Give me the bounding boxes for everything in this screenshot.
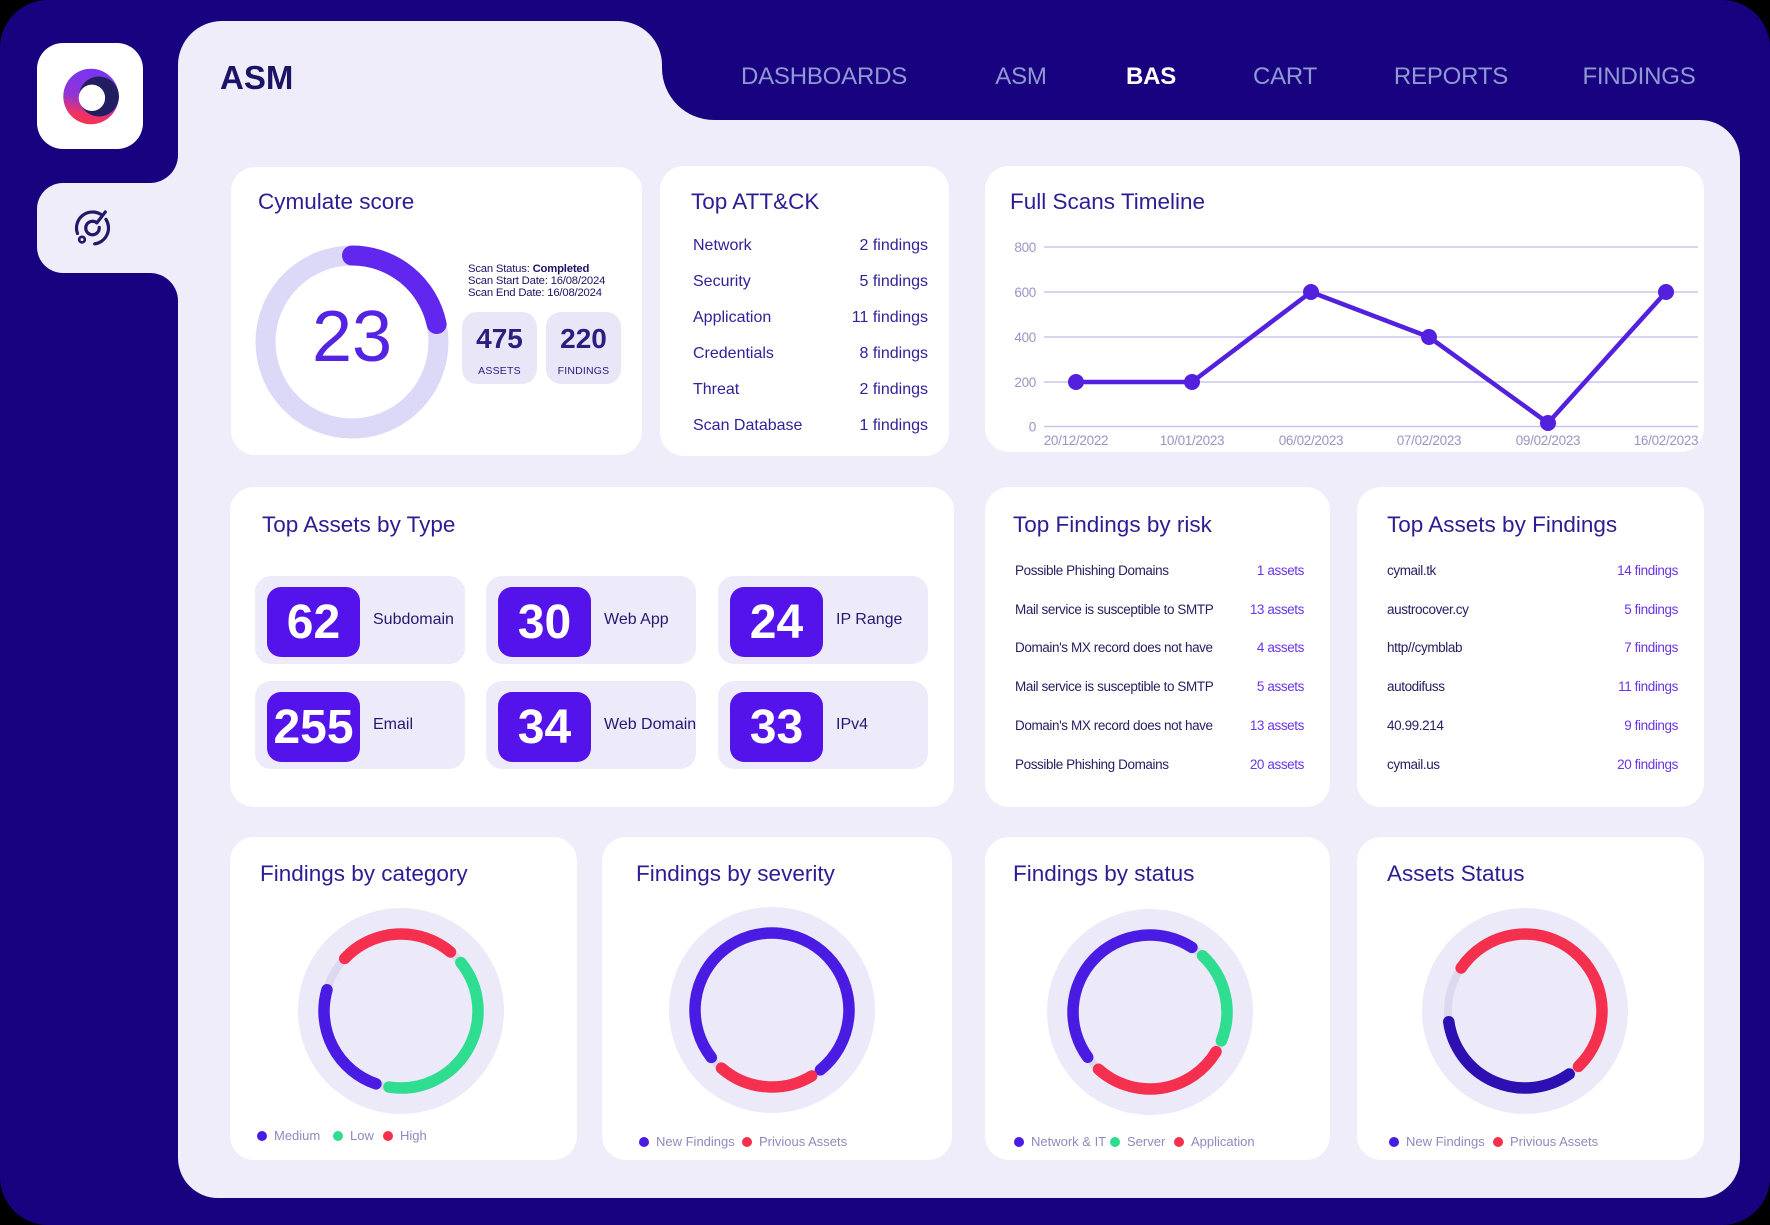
svg-text:10/01/2023: 10/01/2023 (1160, 433, 1225, 448)
svg-text:06/02/2023: 06/02/2023 (1279, 433, 1344, 448)
svg-text:600: 600 (1014, 285, 1036, 300)
svg-text:09/02/2023: 09/02/2023 (1516, 433, 1581, 448)
svg-text:400: 400 (1014, 330, 1036, 345)
svg-text:16/02/2023: 16/02/2023 (1634, 433, 1699, 448)
svg-text:0: 0 (1029, 420, 1036, 435)
svg-text:800: 800 (1014, 240, 1036, 255)
svg-text:20/12/2022: 20/12/2022 (1044, 433, 1109, 448)
svg-text:200: 200 (1014, 375, 1036, 390)
svg-text:07/02/2023: 07/02/2023 (1397, 433, 1462, 448)
